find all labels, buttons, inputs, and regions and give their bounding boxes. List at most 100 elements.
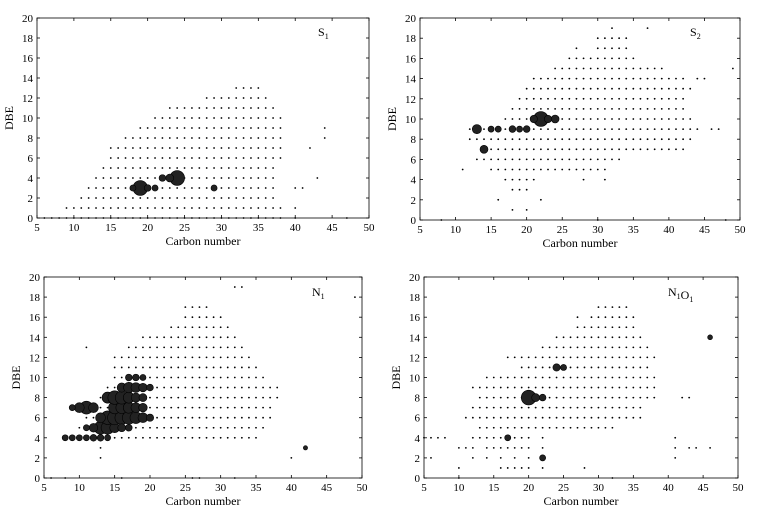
- data-point: [682, 128, 685, 131]
- data-point: [226, 436, 229, 439]
- bubble-point: [560, 364, 567, 371]
- data-point: [161, 187, 164, 189]
- data-point: [264, 187, 267, 189]
- data-point: [583, 386, 586, 389]
- data-point: [554, 77, 557, 80]
- x-tick-label: 25: [557, 224, 569, 236]
- data-point: [120, 366, 123, 369]
- data-point: [504, 118, 507, 120]
- data-point: [139, 147, 142, 149]
- data-point: [506, 426, 509, 429]
- data-point: [548, 416, 551, 419]
- data-point: [625, 37, 628, 40]
- data-point: [555, 386, 558, 389]
- data-point: [506, 386, 509, 389]
- data-point: [233, 426, 236, 429]
- data-point: [597, 426, 600, 429]
- data-point: [161, 117, 164, 119]
- data-point: [597, 306, 600, 309]
- data-point: [95, 207, 97, 209]
- data-point: [525, 97, 528, 100]
- bubble-point: [508, 125, 517, 133]
- y-tick-label: 16: [409, 312, 421, 324]
- data-point: [213, 167, 215, 169]
- data-point: [590, 316, 593, 319]
- data-point: [95, 217, 97, 219]
- data-point: [65, 217, 68, 219]
- data-point: [518, 138, 521, 141]
- data-point: [639, 386, 642, 389]
- data-point: [532, 168, 535, 171]
- data-point: [518, 148, 521, 151]
- y-tick-label: 14: [22, 73, 34, 85]
- data-point: [87, 197, 90, 199]
- data-point: [490, 148, 493, 151]
- data-point: [242, 197, 245, 199]
- x-tick-label: 45: [321, 482, 333, 494]
- data-point: [646, 396, 649, 399]
- data-point: [518, 168, 521, 171]
- data-point: [555, 376, 558, 379]
- data-point: [163, 396, 166, 399]
- data-point: [191, 376, 194, 379]
- y-tick-label: 6: [28, 153, 34, 165]
- data-point: [205, 306, 208, 309]
- data-point: [576, 396, 579, 399]
- data-point: [226, 416, 229, 419]
- data-point: [554, 128, 557, 131]
- data-point: [575, 87, 578, 90]
- data-point: [554, 168, 557, 171]
- data-point: [290, 457, 293, 459]
- data-point: [183, 107, 186, 109]
- data-point: [596, 148, 599, 151]
- y-tick-label: 4: [35, 433, 41, 445]
- data-point: [242, 97, 245, 99]
- data-point: [113, 376, 116, 379]
- data-point: [532, 148, 535, 151]
- bubble-point: [522, 125, 531, 133]
- data-point: [632, 336, 635, 339]
- data-point: [198, 137, 201, 139]
- data-point: [220, 217, 223, 219]
- data-point: [205, 147, 208, 149]
- data-point: [478, 426, 481, 429]
- data-point: [596, 108, 599, 110]
- bubble-point: [146, 383, 154, 392]
- data-point: [198, 316, 201, 319]
- data-point: [618, 376, 621, 379]
- data-point: [589, 87, 592, 90]
- data-point: [569, 336, 572, 339]
- data-point: [632, 386, 635, 389]
- data-point: [220, 117, 223, 119]
- data-point: [541, 446, 544, 449]
- data-point: [205, 426, 208, 429]
- data-point: [646, 356, 649, 359]
- data-point: [583, 346, 586, 349]
- data-point: [520, 426, 523, 429]
- data-point: [548, 376, 551, 379]
- data-point: [695, 446, 698, 449]
- data-point: [682, 138, 685, 141]
- data-point: [590, 416, 593, 419]
- data-point: [518, 97, 521, 100]
- data-point: [468, 138, 471, 141]
- data-point: [191, 187, 193, 189]
- data-point: [576, 356, 579, 359]
- y-tick-label: 12: [405, 94, 416, 106]
- data-point: [279, 217, 282, 219]
- data-point: [575, 118, 578, 120]
- data-point: [499, 436, 502, 439]
- data-point: [596, 47, 599, 50]
- data-point: [191, 217, 193, 219]
- data-point: [139, 127, 142, 129]
- data-point: [632, 396, 635, 399]
- data-point: [717, 128, 720, 131]
- data-point: [632, 366, 635, 369]
- data-point: [233, 386, 236, 389]
- y-tick-label: 14: [405, 74, 417, 86]
- data-point: [183, 137, 186, 139]
- data-point: [667, 77, 670, 80]
- data-point: [213, 117, 215, 119]
- data-point: [618, 396, 621, 399]
- data-point: [212, 386, 215, 389]
